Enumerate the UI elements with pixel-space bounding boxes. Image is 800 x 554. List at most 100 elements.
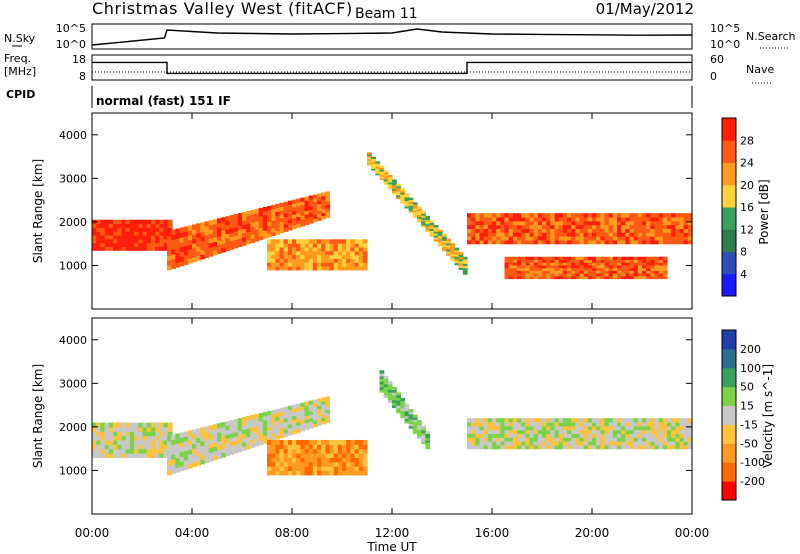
velocity-cell (467, 418, 472, 423)
power-cell (354, 239, 360, 244)
power-cell (425, 219, 431, 223)
velocity-cell (379, 370, 385, 374)
power-cell (571, 259, 576, 263)
velocity-cell (134, 426, 139, 432)
velocity-cell (408, 418, 414, 422)
velocity-cell (471, 429, 476, 435)
power-cell (417, 220, 422, 223)
frequency-panel (91, 54, 693, 81)
velocity-cell (517, 441, 522, 446)
velocity-cell (500, 437, 506, 442)
power-cell (604, 267, 610, 271)
velocity-cell (100, 444, 106, 450)
power-cell (625, 228, 631, 233)
power-cell (271, 223, 276, 229)
power-cell (325, 239, 331, 244)
power-cell (308, 219, 314, 224)
velocity-cell (612, 429, 618, 435)
velocity-cell (546, 429, 551, 435)
power-cell (287, 226, 293, 231)
power-cell (287, 246, 293, 252)
velocity-cell (512, 418, 518, 423)
time-axis-label: Time UT (366, 540, 417, 554)
velocity-cell (562, 444, 568, 450)
power-cell (400, 190, 406, 193)
power-cell (437, 241, 443, 245)
velocity-cell (333, 444, 339, 450)
velocity-cell (329, 453, 335, 458)
velocity-cell (296, 444, 301, 450)
power-cell (296, 212, 301, 218)
velocity-cell (287, 416, 293, 421)
power-cell (542, 267, 547, 271)
power-cell (208, 220, 214, 226)
power-cell (212, 250, 218, 256)
power-cell (600, 264, 606, 269)
power-cell (554, 267, 560, 271)
power-cell (167, 250, 172, 256)
velocity-cell (117, 435, 123, 441)
velocity-cell (117, 426, 123, 432)
power-cell (512, 228, 518, 233)
power-cell (675, 236, 681, 241)
power-cell (587, 239, 593, 245)
velocity-cell (492, 425, 497, 431)
velocity-cell (225, 446, 231, 452)
power-cell (575, 232, 581, 237)
velocity-cell (250, 431, 256, 436)
power-cell (496, 213, 501, 218)
power-cell (250, 218, 256, 223)
power-cell (650, 259, 656, 263)
power-cell (617, 267, 622, 271)
power-cell (554, 236, 560, 241)
power-cell (646, 228, 651, 233)
power-cell (275, 250, 281, 256)
velocity-cell (212, 441, 218, 447)
velocity-cell (542, 444, 547, 450)
velocity-cell (512, 444, 518, 450)
velocity-cell (204, 453, 210, 459)
power-cell (646, 224, 651, 230)
velocity-cell (254, 421, 260, 427)
power-cell (346, 262, 351, 267)
power-cell (625, 213, 631, 218)
velocity-cell (246, 428, 251, 433)
velocity-cell (625, 425, 631, 431)
power-cell (333, 265, 339, 271)
power-cell (587, 224, 593, 230)
power-cell (375, 166, 381, 169)
power-cell (617, 232, 622, 237)
power-cell (425, 215, 431, 219)
velocity-cell (159, 422, 165, 428)
power-cell (667, 236, 672, 241)
power-cell (604, 275, 610, 280)
freq-axis-label-1: Freq. (4, 52, 31, 65)
power-cell (475, 236, 481, 241)
velocity-cell (425, 437, 431, 441)
velocity-colorbar-swatch (722, 367, 736, 388)
velocity-cell (183, 440, 189, 447)
power-cell (575, 275, 581, 280)
power-cell (325, 254, 331, 259)
velocity-cell (217, 427, 222, 433)
power-cell (687, 224, 693, 230)
velocity-cell (233, 448, 239, 454)
velocity-cell (317, 411, 322, 416)
power-cell (596, 224, 601, 230)
velocity-cell (521, 425, 526, 431)
velocity-cell (271, 470, 276, 476)
power-cell (475, 232, 481, 237)
velocity-cell (675, 425, 681, 431)
power-cell (492, 232, 497, 237)
power-cell (629, 273, 635, 277)
velocity-colorbar-swatch (722, 481, 736, 501)
power-cell (679, 220, 685, 226)
power-cell (387, 174, 393, 178)
velocity-cell (487, 425, 493, 431)
velocity-cell (629, 433, 635, 438)
time-tick-label: 00:00 (75, 526, 110, 540)
velocity-cell (279, 448, 285, 454)
power-cell (150, 242, 156, 247)
power-cell (362, 239, 368, 244)
